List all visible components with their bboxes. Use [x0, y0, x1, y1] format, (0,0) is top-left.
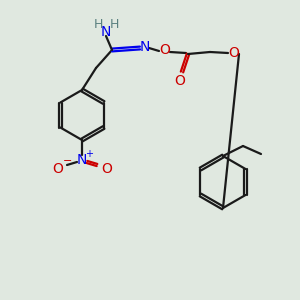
Text: H: H	[93, 17, 103, 31]
Text: O: O	[52, 162, 63, 176]
Text: O: O	[102, 162, 112, 176]
Text: N: N	[101, 25, 111, 39]
Text: O: O	[160, 43, 170, 57]
Text: O: O	[175, 74, 185, 88]
Text: N: N	[140, 40, 150, 54]
Text: N: N	[77, 153, 87, 167]
Text: O: O	[229, 46, 239, 60]
Text: −: −	[63, 156, 73, 166]
Text: +: +	[85, 149, 93, 159]
Text: H: H	[109, 17, 119, 31]
